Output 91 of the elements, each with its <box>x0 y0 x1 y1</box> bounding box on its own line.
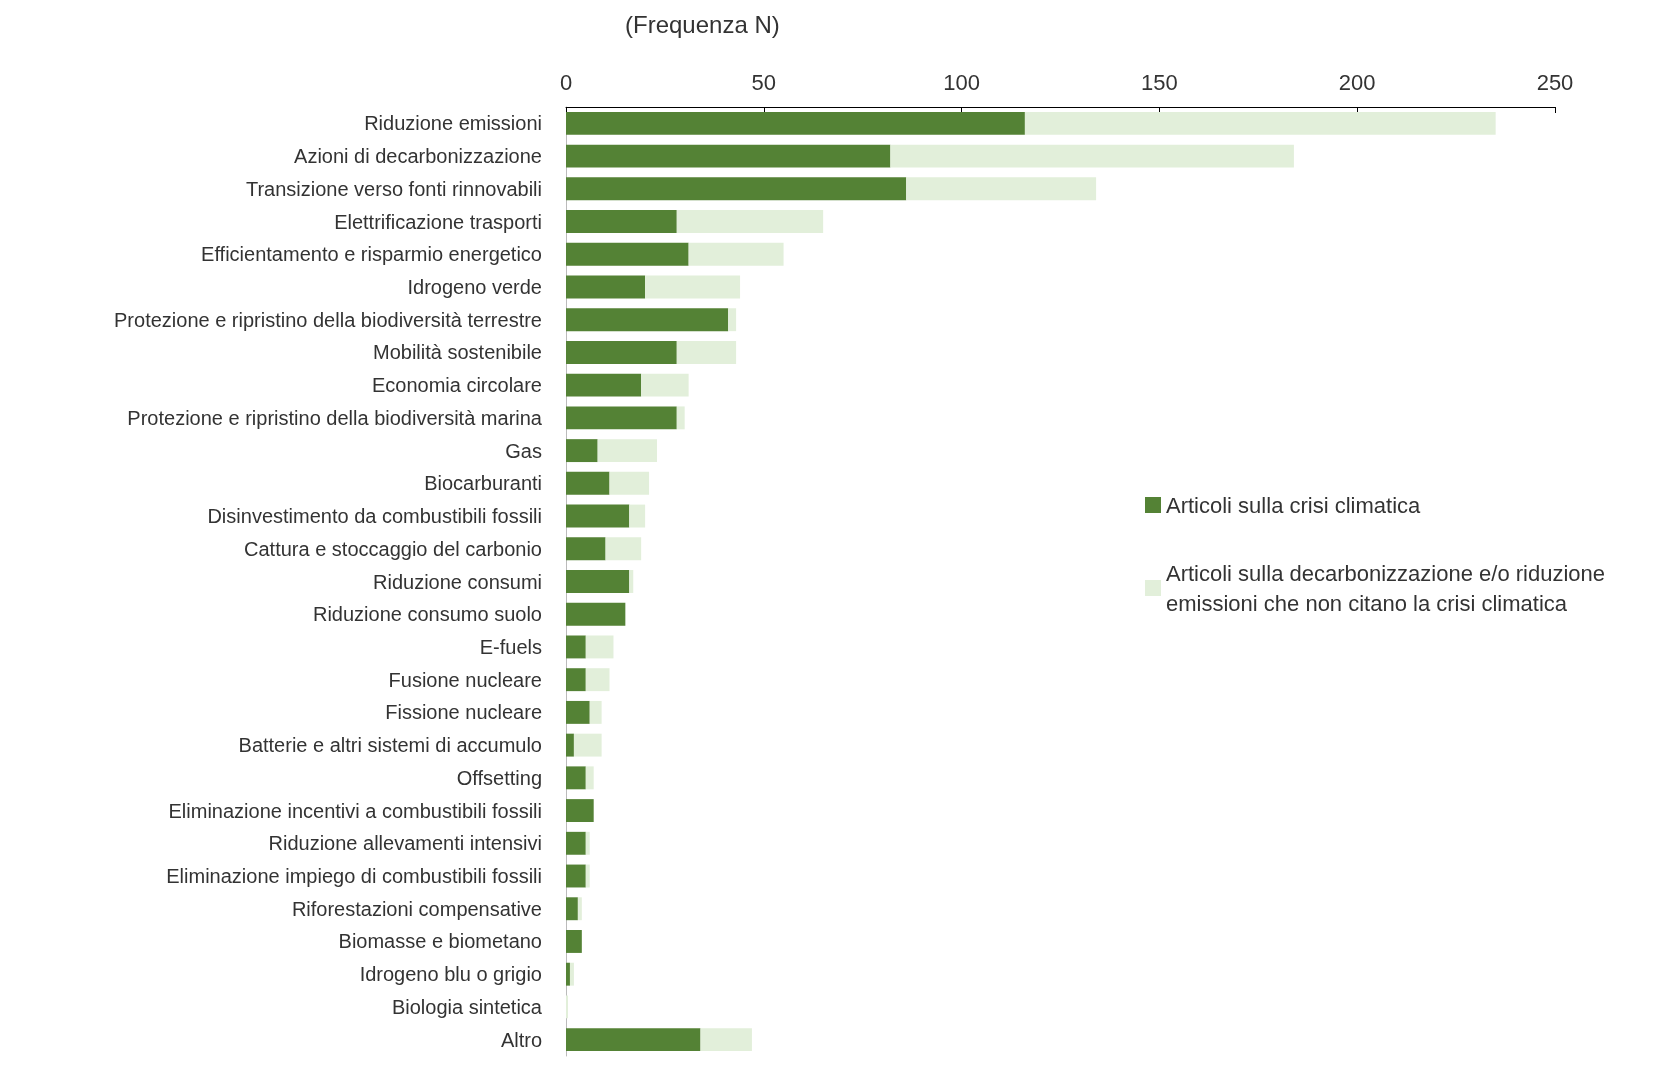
bar <box>641 373 689 397</box>
y-tick-label: Riduzione consumo suolo <box>312 603 542 626</box>
x-tick-label: 100 <box>943 69 980 95</box>
bar <box>566 537 606 561</box>
bar <box>566 864 586 888</box>
bar <box>566 275 646 299</box>
legend-label: Articoli sulla crisi climatica <box>1166 492 1422 518</box>
bar <box>566 733 574 757</box>
bar <box>688 242 784 266</box>
x-tick-label: 0 <box>559 69 573 95</box>
bar <box>585 668 610 692</box>
y-tick-label: Idrogeno verde <box>407 275 542 298</box>
bar <box>566 144 891 168</box>
bar <box>566 242 689 266</box>
bar <box>585 864 590 888</box>
bar <box>566 340 677 364</box>
bar <box>566 799 594 823</box>
y-tick-label: Riforestazioni compensative <box>291 897 542 920</box>
y-tick-label: Economia circolare <box>371 374 542 397</box>
y-tick-label: Cattura e stoccaggio del carbonio <box>244 537 542 560</box>
y-tick-label: Protezione e ripristino della biodiversità marina <box>127 406 543 429</box>
bar <box>629 570 634 593</box>
bar <box>566 308 729 332</box>
y-tick-label: Eliminazione impiego di combustibili fossili <box>166 865 542 888</box>
bar <box>629 504 646 528</box>
bar <box>566 700 590 724</box>
bar <box>566 570 630 593</box>
bar <box>566 635 586 659</box>
y-tick-label: Azioni di decarbonizzazione <box>294 145 542 168</box>
y-tick-label: Riduzione emissioni <box>364 112 542 135</box>
bar <box>585 831 590 855</box>
x-axis-title: (Frequenza N) <box>625 10 780 38</box>
bar <box>589 700 602 724</box>
y-tick-label: Biologia sintetica <box>391 995 543 1018</box>
y-tick-label: Transizione verso fonti rinnovabili <box>245 177 542 200</box>
bar <box>569 962 574 986</box>
x-tick-label: 50 <box>751 69 777 95</box>
bar <box>566 504 630 528</box>
bar <box>566 930 582 953</box>
x-tick-label: 150 <box>1141 69 1178 95</box>
bar <box>566 668 586 692</box>
y-tick-label: E-fuels <box>479 635 542 658</box>
y-tick-label: Altro <box>500 1028 542 1051</box>
bar <box>906 177 1097 201</box>
y-tick-label: Idrogeno blu o grigio <box>359 963 542 986</box>
bar <box>566 1028 701 1052</box>
y-tick-label: Elettrificazione trasporti <box>334 210 542 233</box>
bar <box>609 471 650 495</box>
bar <box>676 340 737 364</box>
bar <box>573 733 602 757</box>
bar <box>566 766 586 790</box>
bar <box>566 373 642 397</box>
bar <box>566 439 598 463</box>
bar <box>566 602 626 626</box>
y-tick-label: Eliminazione incentivi a combustibili fossili <box>168 799 542 822</box>
bar <box>566 897 578 921</box>
y-tick-label: Riduzione consumi <box>373 570 542 593</box>
y-tick-label: Mobilità sostenibile <box>373 341 542 364</box>
bar <box>585 766 594 790</box>
bar <box>566 210 677 233</box>
bar <box>1024 111 1496 135</box>
bar <box>566 406 677 430</box>
y-tick-label: Fusione nucleare <box>388 668 542 691</box>
bar <box>566 831 586 855</box>
x-tick-label: 200 <box>1338 69 1376 95</box>
bar <box>577 897 582 921</box>
bar <box>605 537 642 561</box>
bar <box>890 144 1294 168</box>
bar <box>566 111 1025 135</box>
y-tick-label: Batterie e altri sistemi di accumulo <box>238 734 542 757</box>
bar <box>566 471 610 495</box>
y-tick-label: Riduzione allevamenti intensivi <box>268 832 542 855</box>
bar <box>566 177 907 201</box>
y-tick-label: Offsetting <box>456 766 542 789</box>
bar <box>566 962 570 986</box>
bar <box>728 308 737 332</box>
y-tick-label: Biomasse e biometano <box>338 930 542 953</box>
bar <box>645 275 741 299</box>
y-tick-label: Fissione nucleare <box>385 701 542 724</box>
y-tick-label: Biocarburanti <box>424 472 542 495</box>
bar <box>597 439 657 463</box>
x-tick-label: 250 <box>1536 69 1574 95</box>
y-tick-label: Efficientamento e risparmio energetico <box>201 243 542 266</box>
y-tick-label: Disinvestimento da combustibili fossili <box>207 505 542 528</box>
legend-label: Articoli sulla decarbonizzazione e/o riduzione emissioni che non citano la crisi climatica <box>1166 560 1612 616</box>
y-tick-label: Gas <box>505 439 542 462</box>
bar <box>585 635 614 659</box>
y-tick-label: Protezione e ripristino della biodiversità terrestre <box>114 308 542 331</box>
bar <box>676 210 824 233</box>
bar <box>700 1028 752 1052</box>
bar <box>676 406 685 430</box>
